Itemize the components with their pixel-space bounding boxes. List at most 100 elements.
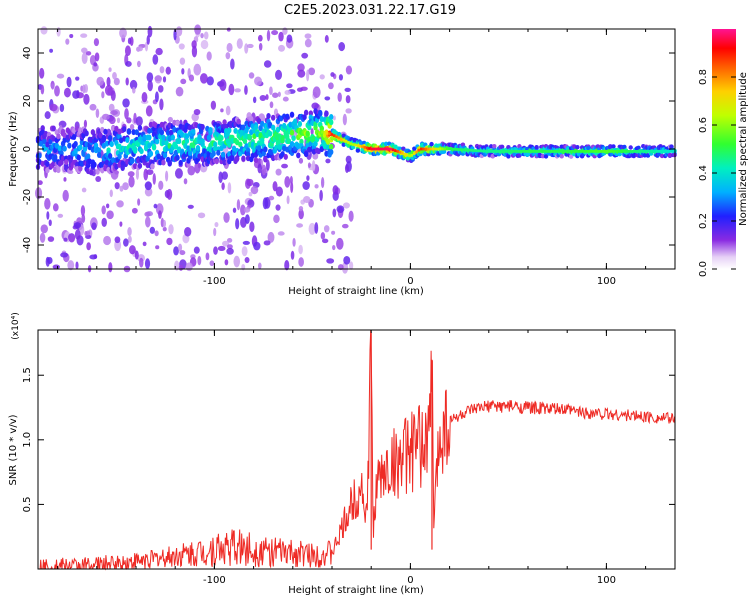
heatmap-speckle bbox=[106, 76, 111, 87]
heatmap-ridge bbox=[643, 150, 646, 153]
heatmap-speckle bbox=[63, 237, 68, 242]
heatmap-cell bbox=[56, 133, 61, 140]
heatmap-speckle bbox=[62, 189, 69, 202]
heatmap-speckle bbox=[159, 98, 164, 111]
heatmap-speckle bbox=[244, 214, 250, 225]
y-tick-label: -40 bbox=[22, 237, 33, 253]
heatmap-ridge bbox=[335, 135, 338, 139]
heatmap-cell bbox=[280, 151, 285, 158]
heatmap-cell bbox=[206, 134, 212, 141]
snr-line bbox=[38, 329, 676, 571]
heatmap-speckle bbox=[119, 221, 123, 227]
snr-panel: -100 0 100 0.5 1.0 1.5 Height of straight lin… bbox=[8, 312, 676, 596]
heatmap-cell bbox=[96, 151, 102, 158]
heatmap-ridge bbox=[328, 132, 331, 136]
heatmap-cell bbox=[277, 144, 282, 151]
heatmap-ridge bbox=[532, 150, 536, 153]
heatmap-speckle bbox=[213, 246, 218, 255]
heatmap-cell bbox=[195, 145, 201, 152]
heatmap-ridge bbox=[457, 148, 461, 151]
heatmap-speckle bbox=[221, 171, 228, 180]
heatmap-speckle bbox=[332, 115, 336, 121]
heatmap-ridge bbox=[579, 150, 583, 153]
heatmap-cell bbox=[291, 135, 296, 142]
heatmap-cell bbox=[297, 121, 303, 128]
heatmap-speckle bbox=[137, 46, 143, 52]
heatmap-speckle bbox=[296, 87, 303, 92]
heatmap-speckle bbox=[341, 223, 349, 229]
heatmap-cell bbox=[42, 138, 47, 145]
heatmap-speckle bbox=[225, 52, 231, 60]
heatmap-ridge bbox=[417, 148, 421, 152]
heatmap-cell bbox=[318, 109, 323, 116]
heatmap-speckle bbox=[228, 83, 235, 96]
heatmap-cell bbox=[147, 134, 152, 141]
heatmap-speckle bbox=[63, 87, 71, 98]
heatmap-ridge bbox=[349, 142, 352, 146]
heatmap-blobs bbox=[35, 24, 677, 274]
heatmap-speckle bbox=[349, 261, 354, 270]
colorbar-tick-label: 0.4 bbox=[698, 165, 709, 181]
heatmap-speckle bbox=[217, 245, 226, 252]
heatmap-panel: -100 0 100 -40 -20 0 20 40 Height of straight l… bbox=[8, 24, 677, 297]
heatmap-speckle bbox=[219, 79, 227, 91]
heatmap-cell bbox=[92, 161, 97, 168]
heatmap-ridge bbox=[330, 133, 334, 136]
heatmap-cell bbox=[208, 146, 213, 153]
heatmap-cell bbox=[286, 138, 292, 145]
heatmap-speckle bbox=[302, 181, 310, 190]
heatmap-cell bbox=[642, 153, 648, 158]
heatmap-speckle bbox=[261, 164, 267, 176]
heatmap-ridge bbox=[459, 148, 463, 152]
heatmap-cell bbox=[137, 124, 143, 131]
heatmap-speckle bbox=[191, 45, 198, 58]
x-tick-label: -100 bbox=[203, 276, 226, 287]
heatmap-cell bbox=[256, 145, 262, 152]
heatmap-speckle bbox=[312, 86, 321, 98]
heatmap-cell bbox=[45, 141, 50, 148]
heatmap-speckle bbox=[304, 38, 312, 48]
heatmap-cell bbox=[122, 126, 127, 133]
heatmap-ridge bbox=[509, 150, 512, 153]
heatmap-ridge bbox=[464, 148, 468, 152]
heatmap-speckle bbox=[128, 175, 135, 188]
heatmap-speckle bbox=[40, 224, 49, 234]
heatmap-ridge bbox=[325, 131, 329, 135]
heatmap-speckle bbox=[275, 204, 281, 211]
heatmap-speckle bbox=[123, 238, 129, 247]
heatmap-cell bbox=[222, 159, 227, 166]
heatmap-cell bbox=[184, 137, 190, 144]
heatmap-speckle bbox=[206, 51, 212, 61]
heatmap-speckle bbox=[210, 100, 217, 110]
heatmap-cell bbox=[107, 153, 113, 160]
heatmap-ridge bbox=[596, 150, 599, 153]
heatmap-ridge bbox=[518, 150, 522, 153]
heatmap-ridge bbox=[605, 150, 609, 153]
heatmap-speckle bbox=[132, 86, 136, 94]
heatmap-speckle bbox=[114, 182, 120, 190]
heatmap-cell bbox=[184, 133, 190, 140]
heatmap-ridge bbox=[502, 150, 505, 153]
heatmap-cell bbox=[191, 128, 196, 135]
heatmap-speckle bbox=[178, 43, 185, 50]
heatmap-cell bbox=[95, 168, 100, 175]
heatmap-speckle bbox=[178, 264, 184, 271]
x-tick-label: 100 bbox=[597, 575, 616, 586]
heatmap-cell bbox=[148, 150, 154, 157]
heatmap-speckle bbox=[145, 105, 153, 117]
heatmap-cell bbox=[289, 111, 295, 118]
heatmap-speckle bbox=[235, 218, 240, 230]
heatmap-speckle bbox=[166, 237, 173, 246]
heatmap-speckle bbox=[173, 246, 179, 256]
heatmap-cell bbox=[142, 134, 147, 141]
heatmap-speckle bbox=[108, 67, 112, 72]
heatmap-speckle bbox=[113, 77, 120, 86]
heatmap-speckle bbox=[96, 76, 104, 86]
colorbar-scale bbox=[712, 29, 736, 269]
heatmap-speckle bbox=[154, 91, 159, 103]
heatmap-speckle bbox=[246, 43, 254, 49]
heatmap-ridge bbox=[490, 150, 494, 153]
heatmap-speckle bbox=[222, 240, 230, 247]
heatmap-speckle bbox=[244, 256, 250, 264]
heatmap-speckle bbox=[246, 178, 254, 187]
